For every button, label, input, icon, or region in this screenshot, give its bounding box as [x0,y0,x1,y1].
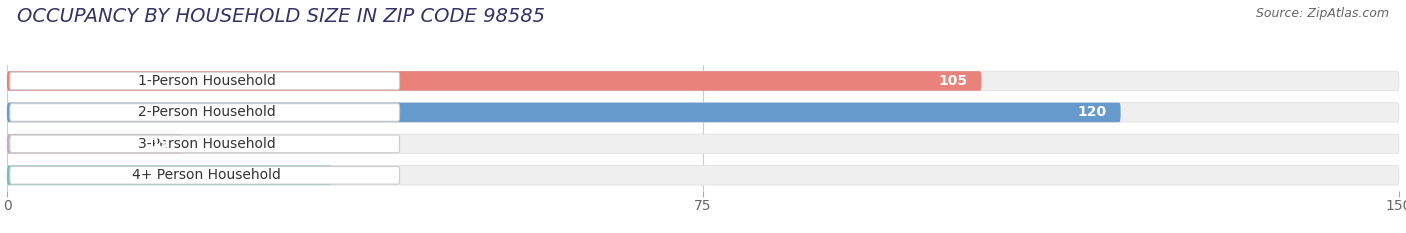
FancyBboxPatch shape [7,166,332,185]
FancyBboxPatch shape [7,134,183,154]
FancyBboxPatch shape [10,72,399,90]
Text: Source: ZipAtlas.com: Source: ZipAtlas.com [1256,7,1389,20]
FancyBboxPatch shape [7,166,1399,185]
Text: 35: 35 [298,168,318,182]
Text: 4+ Person Household: 4+ Person Household [132,168,281,182]
Text: 120: 120 [1077,105,1107,120]
FancyBboxPatch shape [7,71,981,91]
FancyBboxPatch shape [10,135,399,153]
FancyBboxPatch shape [10,104,399,121]
FancyBboxPatch shape [7,71,1399,91]
FancyBboxPatch shape [7,103,1399,122]
Text: 105: 105 [938,74,967,88]
FancyBboxPatch shape [7,134,1399,154]
Text: 19: 19 [150,137,170,151]
Text: 1-Person Household: 1-Person Household [138,74,276,88]
Text: 3-Person Household: 3-Person Household [138,137,276,151]
Text: 2-Person Household: 2-Person Household [138,105,276,120]
Text: OCCUPANCY BY HOUSEHOLD SIZE IN ZIP CODE 98585: OCCUPANCY BY HOUSEHOLD SIZE IN ZIP CODE … [17,7,546,26]
FancyBboxPatch shape [10,167,399,184]
FancyBboxPatch shape [7,103,1121,122]
